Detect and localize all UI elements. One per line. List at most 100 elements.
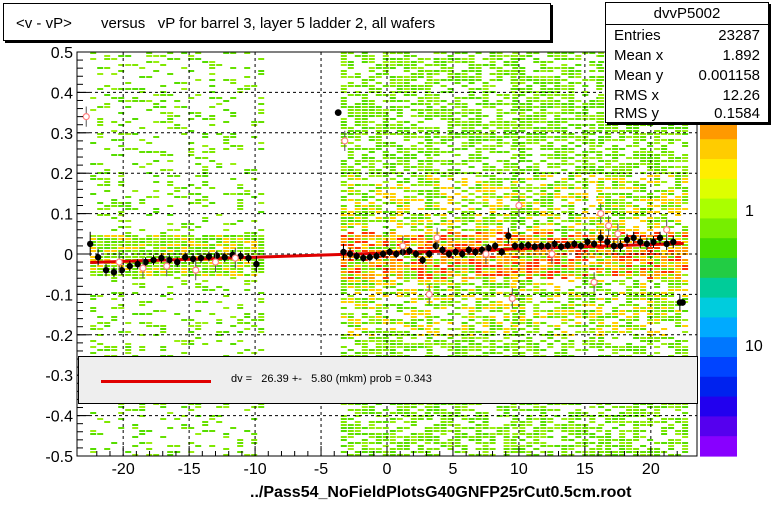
histogram-cell (403, 439, 410, 441)
histogram-cell (619, 292, 626, 294)
histogram-cell (554, 124, 561, 126)
histogram-cell (237, 202, 244, 204)
histogram-cell (389, 163, 396, 165)
histogram-cell (216, 238, 223, 240)
histogram-cell (396, 112, 403, 114)
histogram-cell (619, 424, 626, 426)
histogram-cell (475, 430, 482, 432)
histogram-cell (547, 292, 554, 294)
histogram-cell (589, 76, 596, 78)
histogram-cell (568, 295, 575, 297)
histogram-cell (440, 340, 447, 342)
histogram-cell (340, 184, 347, 186)
histogram-cell (582, 115, 589, 117)
histogram-cell (619, 412, 626, 414)
histogram-cell (512, 319, 519, 321)
histogram-cell (482, 157, 489, 159)
histogram-cell (375, 442, 382, 444)
histogram-cell (403, 133, 410, 135)
histogram-cell (223, 193, 230, 195)
histogram-cell (461, 283, 468, 285)
histogram-cell (626, 412, 633, 414)
histogram-cell (382, 217, 389, 219)
histogram-cell (482, 58, 489, 60)
histogram-cell (519, 421, 526, 423)
histogram-cell (619, 250, 626, 252)
histogram-cell (389, 199, 396, 201)
histogram-cell (612, 178, 619, 180)
histogram-cell (561, 157, 568, 159)
histogram-cell (554, 340, 561, 342)
histogram-cell (582, 265, 589, 267)
histogram-cell (375, 217, 382, 219)
histogram-cell (519, 187, 526, 189)
histogram-cell (410, 265, 417, 267)
histogram-cell (139, 127, 146, 129)
histogram-cell (389, 220, 396, 222)
histogram-cell (475, 226, 482, 228)
histogram-cell (503, 103, 510, 105)
histogram-cell (468, 292, 475, 294)
histogram-cell (561, 445, 568, 447)
histogram-cell (568, 412, 575, 414)
histogram-cell (554, 187, 561, 189)
histogram-cell (561, 310, 568, 312)
histogram-cell (605, 139, 612, 141)
histogram-cell (433, 73, 440, 75)
histogram-cell (237, 187, 244, 189)
histogram-cell (354, 328, 361, 330)
histogram-cell (440, 256, 447, 258)
histogram-cell (361, 238, 368, 240)
histogram-cell (540, 238, 547, 240)
histogram-cell (512, 295, 519, 297)
histogram-cell (547, 82, 554, 84)
histogram-cell (426, 199, 433, 201)
histogram-cell (340, 220, 347, 222)
histogram-cell (519, 136, 526, 138)
histogram-cell (433, 283, 440, 285)
histogram-cell (468, 436, 475, 438)
histogram-cell (403, 301, 410, 303)
histogram-cell (482, 103, 489, 105)
histogram-cell (230, 67, 237, 69)
histogram-cell (396, 157, 403, 159)
histogram-cell (354, 193, 361, 195)
histogram-cell (195, 202, 202, 204)
histogram-cell (118, 220, 125, 222)
histogram-cell (568, 325, 575, 327)
histogram-cell (519, 118, 526, 120)
histogram-cell (146, 430, 153, 432)
histogram-cell (389, 322, 396, 324)
histogram-cell (160, 274, 167, 276)
histogram-cell (237, 244, 244, 246)
histogram-cell (598, 52, 605, 54)
histogram-cell (561, 67, 568, 69)
histogram-cell (426, 406, 433, 408)
histogram-cell (612, 148, 619, 150)
histogram-cell (403, 346, 410, 348)
histogram-cell (519, 430, 526, 432)
histogram-cell (237, 145, 244, 147)
histogram-cell (475, 232, 482, 234)
histogram-cell (489, 436, 496, 438)
histogram-cell (503, 415, 510, 417)
histogram-cell (139, 88, 146, 90)
histogram-cell (195, 322, 202, 324)
histogram-cell (382, 154, 389, 156)
histogram-cell (589, 232, 596, 234)
histogram-cell (202, 118, 209, 120)
histogram-cell (426, 331, 433, 333)
histogram-cell (489, 178, 496, 180)
histogram-cell (626, 304, 633, 306)
histogram-cell (596, 190, 603, 192)
histogram-cell (188, 70, 195, 72)
histogram-cell (482, 277, 489, 279)
histogram-cell (482, 325, 489, 327)
histogram-cell (340, 205, 347, 207)
histogram-cell (417, 160, 424, 162)
histogram-cell (230, 271, 237, 273)
histogram-cell (461, 295, 468, 297)
histogram-cell (526, 409, 533, 411)
histogram-cell (396, 265, 403, 267)
histogram-cell (533, 226, 540, 228)
